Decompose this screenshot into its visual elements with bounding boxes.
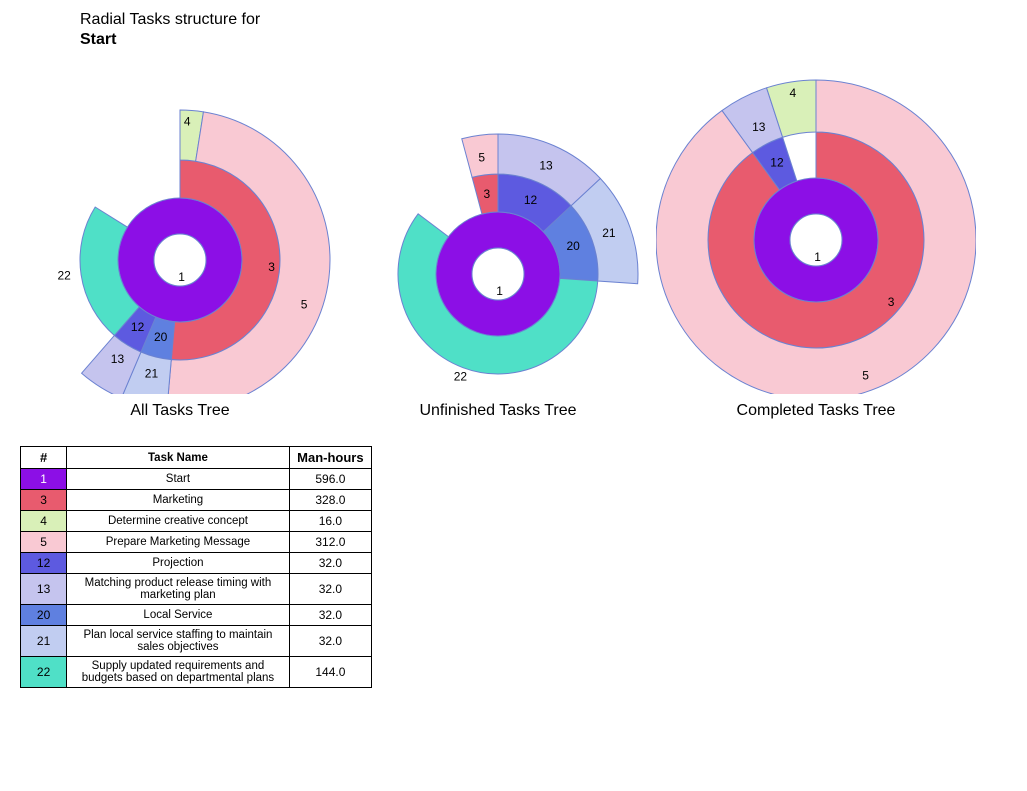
cell-name: Matching product release timing with mar… — [67, 574, 290, 605]
table-row: 22Supply updated requirements and budget… — [21, 657, 372, 688]
sunburst-label-4: 4 — [790, 86, 797, 100]
charts-row: 13451213202122 All Tasks Tree 1351213202… — [20, 54, 1007, 420]
table-header-row: # Task Name Man-hours — [21, 447, 372, 469]
cell-name: Start — [67, 469, 290, 490]
sunburst-label-1: 1 — [814, 250, 821, 264]
sunburst-label-3: 3 — [888, 295, 895, 309]
caption-all: All Tasks Tree — [130, 402, 229, 420]
cell-id: 5 — [21, 532, 67, 553]
sunburst-completed: 13451213 — [656, 54, 976, 394]
cell-name: Marketing — [67, 490, 290, 511]
cell-manhours: 32.0 — [289, 574, 371, 605]
chart-col-unfinished: 1351213202122 Unfinished Tasks Tree — [348, 94, 648, 420]
title-line-2: Start — [80, 30, 1007, 50]
cell-id: 3 — [21, 490, 67, 511]
sunburst-label-5: 5 — [301, 297, 308, 311]
th-mh: Man-hours — [289, 447, 371, 469]
cell-id: 21 — [21, 626, 67, 657]
table-row: 21Plan local service staffing to maintai… — [21, 626, 372, 657]
cell-id: 4 — [21, 511, 67, 532]
caption-completed: Completed Tasks Tree — [737, 402, 896, 420]
cell-manhours: 32.0 — [289, 553, 371, 574]
sunburst-label-20: 20 — [154, 330, 168, 344]
cell-id: 13 — [21, 574, 67, 605]
caption-unfinished: Unfinished Tasks Tree — [419, 402, 576, 420]
sunburst-label-12: 12 — [770, 156, 784, 170]
sunburst-label-3: 3 — [484, 187, 491, 201]
cell-id: 20 — [21, 605, 67, 626]
cell-name: Determine creative concept — [67, 511, 290, 532]
sunburst-all: 13451213202122 — [20, 74, 340, 394]
chart-col-all: 13451213202122 All Tasks Tree — [20, 74, 340, 420]
th-num: # — [21, 447, 67, 469]
table-row: 4Determine creative concept16.0 — [21, 511, 372, 532]
sunburst-label-12: 12 — [524, 193, 538, 207]
chart-col-completed: 13451213 Completed Tasks Tree — [656, 54, 976, 420]
cell-name: Prepare Marketing Message — [67, 532, 290, 553]
sunburst-label-12: 12 — [131, 320, 145, 334]
cell-manhours: 16.0 — [289, 511, 371, 532]
sunburst-label-13: 13 — [539, 158, 553, 172]
cell-id: 12 — [21, 553, 67, 574]
sunburst-label-13: 13 — [752, 120, 766, 134]
cell-manhours: 312.0 — [289, 532, 371, 553]
th-name: Task Name — [67, 447, 290, 469]
cell-manhours: 144.0 — [289, 657, 371, 688]
sunburst-label-5: 5 — [862, 368, 869, 382]
sunburst-label-1: 1 — [178, 270, 185, 284]
sunburst-label-13: 13 — [111, 352, 125, 366]
sunburst-label-3: 3 — [268, 260, 275, 274]
chart-title: Radial Tasks structure for Start — [80, 10, 1007, 50]
cell-name: Local Service — [67, 605, 290, 626]
sunburst-label-1: 1 — [496, 284, 503, 298]
cell-manhours: 32.0 — [289, 626, 371, 657]
cell-name: Projection — [67, 553, 290, 574]
table-row: 12Projection32.0 — [21, 553, 372, 574]
table-row: 20Local Service32.0 — [21, 605, 372, 626]
sunburst-label-20: 20 — [566, 239, 580, 253]
sunburst-label-22: 22 — [57, 268, 71, 282]
cell-manhours: 596.0 — [289, 469, 371, 490]
table-row: 1Start596.0 — [21, 469, 372, 490]
task-table: # Task Name Man-hours 1Start596.03Market… — [20, 446, 372, 688]
cell-manhours: 32.0 — [289, 605, 371, 626]
sunburst-label-22: 22 — [454, 370, 468, 384]
table-row: 3Marketing328.0 — [21, 490, 372, 511]
cell-id: 1 — [21, 469, 67, 490]
cell-id: 22 — [21, 657, 67, 688]
cell-name: Supply updated requirements and budgets … — [67, 657, 290, 688]
sunburst-label-21: 21 — [145, 367, 159, 381]
table-row: 13Matching product release timing with m… — [21, 574, 372, 605]
table-row: 5Prepare Marketing Message312.0 — [21, 532, 372, 553]
cell-name: Plan local service staffing to maintain … — [67, 626, 290, 657]
title-line-1: Radial Tasks structure for — [80, 10, 1007, 30]
cell-manhours: 328.0 — [289, 490, 371, 511]
sunburst-unfinished: 1351213202122 — [348, 94, 648, 394]
sunburst-label-21: 21 — [602, 226, 616, 240]
sunburst-label-4: 4 — [184, 114, 191, 128]
sunburst-label-5: 5 — [478, 150, 485, 164]
